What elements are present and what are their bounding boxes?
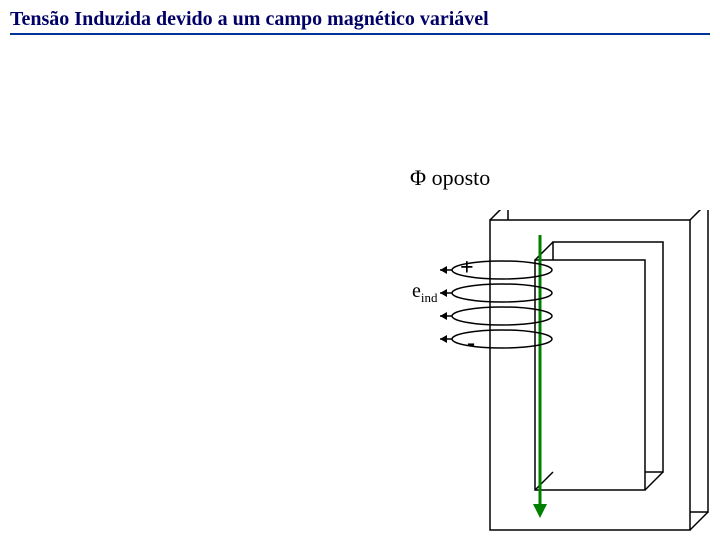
- magnetic-core-diagram: [430, 210, 710, 540]
- page-title: Tensão Induzida devido a um campo magnét…: [10, 8, 710, 35]
- flux-opposite-label: Φ oposto: [410, 165, 490, 191]
- title-bar: Tensão Induzida devido a um campo magnét…: [10, 8, 710, 35]
- emf-symbol: e: [412, 280, 421, 302]
